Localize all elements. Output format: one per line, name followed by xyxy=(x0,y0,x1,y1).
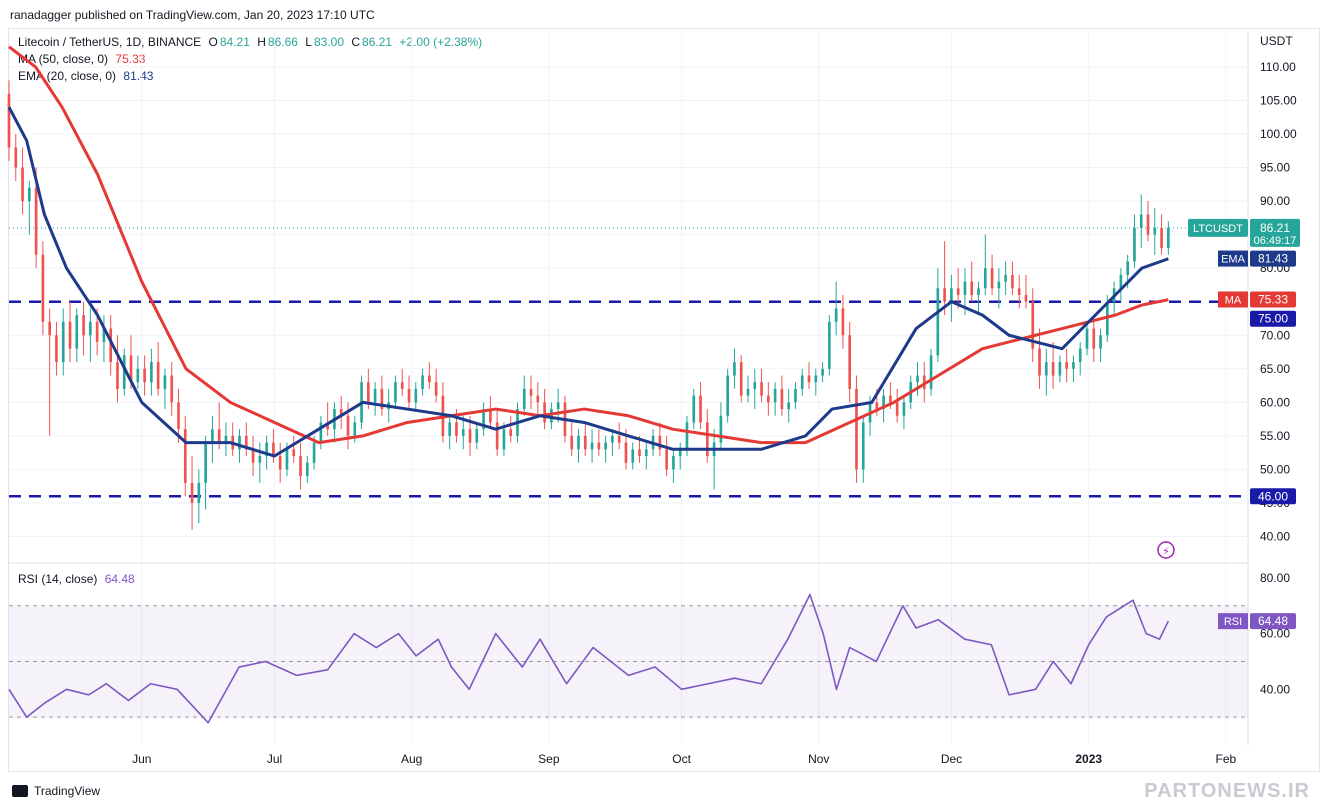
change-value: +2.00 (+2.38%) xyxy=(399,35,483,49)
footer-brand[interactable]: TradingView xyxy=(34,784,101,798)
tradingview-logo-icon xyxy=(12,785,28,797)
rsi-legend-label[interactable]: RSI (14, close) xyxy=(18,572,98,586)
ema-legend-label[interactable]: EMA (20, close, 0) xyxy=(18,69,117,83)
ema-legend-value: 81.43 xyxy=(123,69,154,83)
low-value: 83.00 xyxy=(313,35,345,49)
ma-legend-label[interactable]: MA (50, close, 0) xyxy=(18,52,109,66)
footer[interactable]: TradingView xyxy=(12,784,100,798)
close-value: 86.21 xyxy=(362,35,393,49)
publisher-header: ranadagger published on TradingView.com,… xyxy=(10,8,375,22)
ema-legend[interactable]: EMA (20, close, 0) 81.43 xyxy=(18,69,153,83)
low-label: L xyxy=(305,35,312,49)
ma-legend[interactable]: MA (50, close, 0) 75.33 xyxy=(18,52,145,66)
open-value: 84.21 xyxy=(219,35,250,49)
price-axis-unit[interactable]: USDT xyxy=(1260,34,1293,48)
close-label: C xyxy=(351,35,361,49)
chart-frame[interactable] xyxy=(8,28,1320,772)
rsi-legend[interactable]: RSI (14, close) 64.48 xyxy=(18,572,135,586)
open-label: O xyxy=(208,35,218,49)
symbol-legend[interactable]: Litecoin / TetherUS, 1D, BINANCE O 84.21 … xyxy=(18,35,482,49)
watermark: PARTONEWS.IR xyxy=(1144,780,1310,802)
rsi-legend-value: 64.48 xyxy=(104,572,135,586)
symbol-name[interactable]: Litecoin / TetherUS, 1D, BINANCE xyxy=(18,35,202,49)
ma-legend-value: 75.33 xyxy=(115,52,146,66)
high-value: 86.66 xyxy=(267,35,298,49)
high-label: H xyxy=(257,35,266,49)
